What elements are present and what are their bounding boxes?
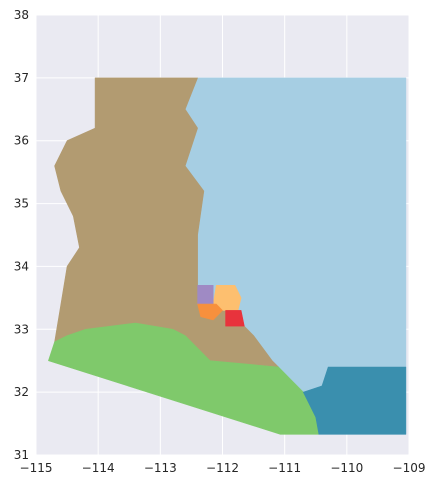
district-region-6 bbox=[197, 284, 214, 305]
y-tick-label: 37 bbox=[14, 71, 29, 85]
y-tick-label: 34 bbox=[14, 259, 29, 273]
x-tick-label: −110 bbox=[330, 461, 363, 475]
x-tick-label: −112 bbox=[206, 461, 239, 475]
y-tick-label: 31 bbox=[14, 448, 29, 462]
district-region-7 bbox=[197, 303, 223, 321]
y-tick-label: 36 bbox=[14, 134, 29, 148]
district-regions bbox=[48, 77, 407, 435]
y-tick-label: 33 bbox=[14, 322, 29, 336]
x-axis-ticks: −115 −114 −113 −112 −111 −110 −109 bbox=[20, 461, 426, 475]
x-tick-label: −113 bbox=[144, 461, 177, 475]
x-tick-label: −109 bbox=[393, 461, 426, 475]
x-tick-label: −115 bbox=[20, 461, 53, 475]
district-region-4 bbox=[302, 366, 407, 435]
x-tick-label: −114 bbox=[82, 461, 115, 475]
y-axis-ticks: 31 32 33 34 35 36 37 38 bbox=[14, 8, 29, 462]
y-tick-label: 38 bbox=[14, 8, 29, 22]
district-region-8 bbox=[225, 310, 245, 327]
x-tick-label: −111 bbox=[268, 461, 301, 475]
y-tick-label: 32 bbox=[14, 385, 29, 399]
y-tick-label: 35 bbox=[14, 197, 29, 211]
